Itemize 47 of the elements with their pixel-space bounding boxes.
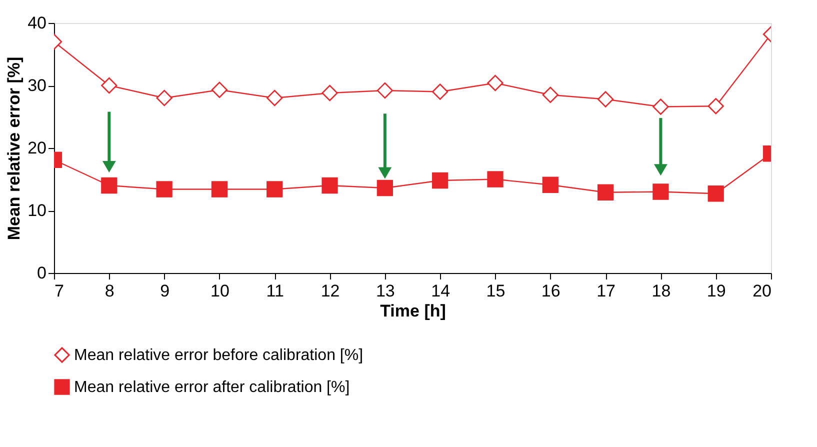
point xyxy=(652,184,669,200)
x-tick-label: 9 xyxy=(160,282,170,300)
point xyxy=(542,86,558,103)
point xyxy=(652,98,669,115)
point xyxy=(266,181,283,198)
x-tick-label: 17 xyxy=(596,282,616,300)
point xyxy=(101,177,118,194)
point xyxy=(376,180,393,196)
x-tick-label: 8 xyxy=(104,282,114,300)
point xyxy=(156,90,172,106)
point xyxy=(211,82,228,98)
legend-label: Mean relative error after calibration [%] xyxy=(74,379,350,396)
x-tick-label: 20 xyxy=(752,282,772,300)
y-tick-label: 40 xyxy=(28,14,46,32)
point xyxy=(708,186,724,202)
x-tick-label: 15 xyxy=(486,282,506,300)
point xyxy=(708,98,724,114)
y-tick-label: 10 xyxy=(28,201,46,220)
x-tick-label: 18 xyxy=(652,282,671,300)
x-axis-title: Time [h] xyxy=(380,302,446,320)
point xyxy=(487,74,504,92)
point xyxy=(322,177,338,194)
point xyxy=(432,84,448,100)
legend-label: Mean relative error before calibration [%] xyxy=(74,347,364,364)
x-tick-label: 12 xyxy=(320,282,340,300)
point xyxy=(432,172,448,189)
x-tick-label: 7 xyxy=(54,282,64,300)
point xyxy=(211,181,228,198)
point xyxy=(266,90,283,106)
x-tick-label: 13 xyxy=(376,282,395,300)
point xyxy=(101,77,118,94)
y-tick-label: 20 xyxy=(28,138,46,158)
x-tick-label: 11 xyxy=(266,282,284,300)
point xyxy=(322,84,338,102)
y-axis-title: Mean relative error [%] xyxy=(4,56,24,240)
point xyxy=(597,91,614,108)
x-tick-label: 16 xyxy=(541,282,560,300)
x-tick-label: 14 xyxy=(431,282,450,300)
point xyxy=(376,82,393,99)
point xyxy=(542,176,558,193)
y-tick-label: 30 xyxy=(28,76,46,95)
point xyxy=(597,184,614,200)
point xyxy=(156,181,172,198)
point xyxy=(487,171,504,188)
x-tick-label: 19 xyxy=(706,282,726,300)
x-tick-label: 10 xyxy=(210,282,230,300)
y-tick-label: 0 xyxy=(37,264,46,282)
